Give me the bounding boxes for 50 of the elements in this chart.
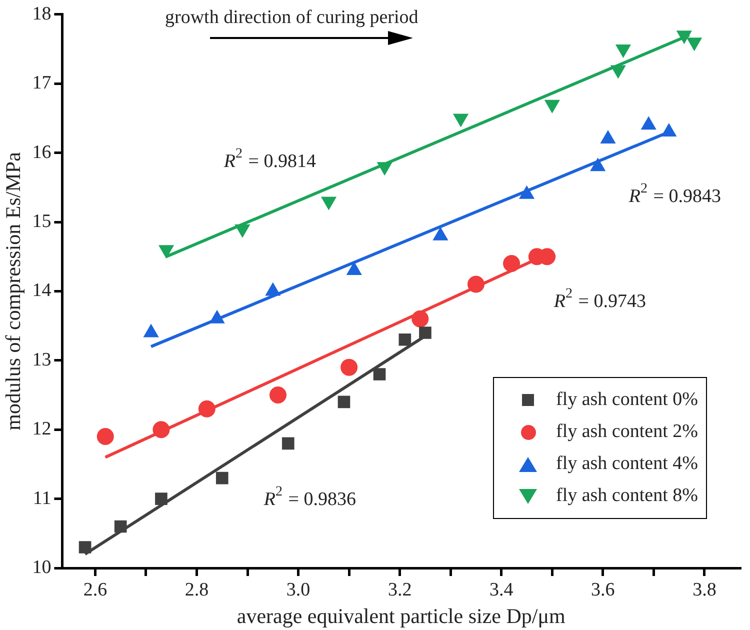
y-tick-label: 15 xyxy=(32,210,52,232)
y-tick-label: 13 xyxy=(32,349,52,370)
point xyxy=(616,44,631,58)
point xyxy=(282,437,294,450)
y-tick-label: 17 xyxy=(32,72,52,94)
y-tick-label: 10 xyxy=(32,556,52,578)
point xyxy=(152,421,170,438)
point xyxy=(269,386,286,404)
legend-label: fly ash content 8% xyxy=(556,485,698,507)
point xyxy=(216,472,228,484)
point xyxy=(96,428,114,446)
legend-label: fly ash content 0% xyxy=(556,389,698,411)
point xyxy=(340,358,358,376)
point xyxy=(419,326,432,339)
point xyxy=(398,333,412,346)
annotation: growth direction of curing period xyxy=(165,6,419,28)
y-axis-title: modulus of compression Es/MPa xyxy=(1,151,26,430)
point xyxy=(114,520,127,533)
x-tick-label: 3.6 xyxy=(591,579,615,600)
x-tick-label: 2.6 xyxy=(83,579,108,600)
x-tick-label: 3.0 xyxy=(286,579,310,600)
point xyxy=(453,114,468,127)
legend-label: fly ash content 4% xyxy=(556,453,698,475)
x-axis-title: average equivalent particle size Dp/μm xyxy=(236,604,566,628)
legend-label: fly ash content 2% xyxy=(556,421,698,443)
point xyxy=(373,368,386,380)
x-tick-label: 3.8 xyxy=(692,579,716,600)
x-tick-label: 3.2 xyxy=(388,579,412,600)
y-tick-label: 18 xyxy=(32,3,52,24)
point xyxy=(78,541,92,554)
point xyxy=(158,245,174,258)
point xyxy=(686,38,702,51)
x-tick-label: 2.8 xyxy=(184,579,209,600)
x-tick-label: 3.4 xyxy=(490,579,514,600)
point xyxy=(338,396,350,408)
point xyxy=(235,224,250,238)
point xyxy=(377,162,392,176)
point xyxy=(503,255,520,272)
y-tick-label: 12 xyxy=(32,418,52,440)
point xyxy=(467,276,484,293)
point xyxy=(198,400,216,418)
y-tick-label: 14 xyxy=(32,280,52,302)
point xyxy=(544,100,560,113)
point xyxy=(676,30,692,44)
y-tick-label: 16 xyxy=(32,142,52,163)
point xyxy=(321,196,336,210)
point xyxy=(610,65,626,78)
point xyxy=(412,310,429,328)
point xyxy=(155,492,168,505)
y-tick-label: 11 xyxy=(32,488,52,509)
